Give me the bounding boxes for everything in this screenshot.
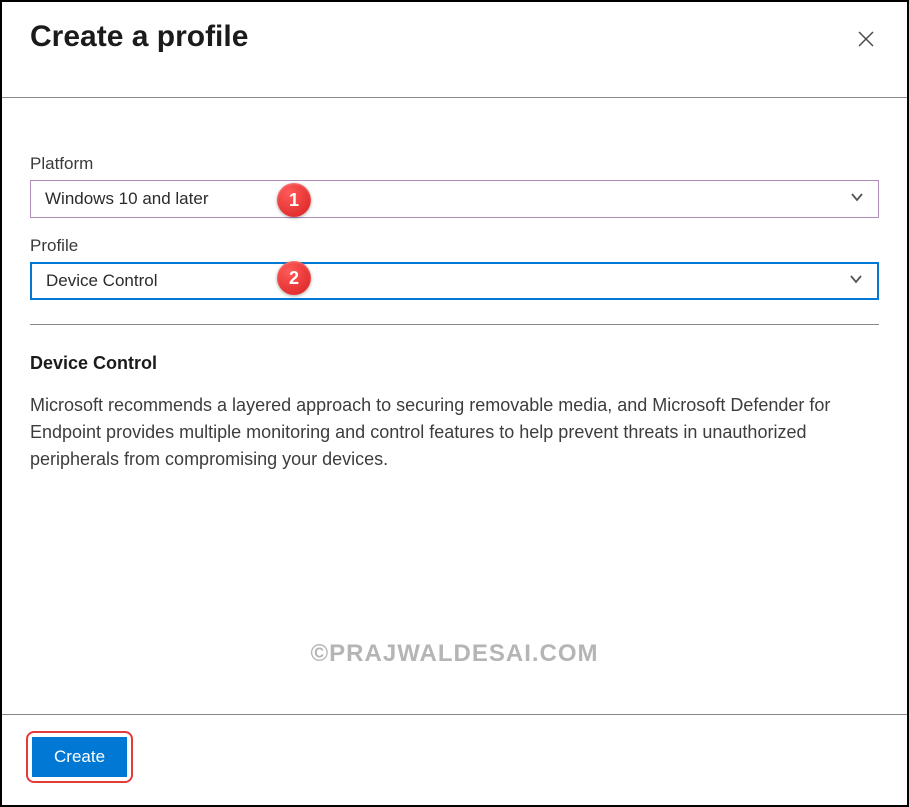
- create-button-highlight: Create: [26, 731, 133, 783]
- profile-value: Device Control: [46, 271, 158, 291]
- platform-value: Windows 10 and later: [45, 189, 208, 209]
- platform-select[interactable]: Windows 10 and later: [30, 180, 879, 218]
- annotation-badge-1: 1: [277, 183, 311, 217]
- create-button[interactable]: Create: [32, 737, 127, 777]
- platform-field: Platform Windows 10 and later: [30, 154, 879, 218]
- close-icon: [857, 30, 875, 48]
- platform-label: Platform: [30, 154, 879, 174]
- section-divider: [30, 324, 879, 325]
- section-title: Device Control: [30, 353, 879, 374]
- profile-select[interactable]: Device Control: [30, 262, 879, 300]
- panel-header: Create a profile: [2, 2, 907, 98]
- chevron-down-icon: [850, 189, 864, 209]
- profile-label: Profile: [30, 236, 879, 256]
- form-content: Platform Windows 10 and later Profile De…: [2, 98, 907, 473]
- page-title: Create a profile: [30, 20, 248, 54]
- annotation-badge-2: 2: [277, 261, 311, 295]
- panel-footer: Create: [2, 714, 907, 805]
- profile-field: Profile Device Control: [30, 236, 879, 300]
- watermark-text: ©PRAJWALDESAI.COM: [310, 640, 598, 668]
- close-button[interactable]: [853, 26, 879, 57]
- section-description: Microsoft recommends a layered approach …: [30, 392, 879, 473]
- chevron-down-icon: [849, 271, 863, 291]
- profile-description-section: Device Control Microsoft recommends a la…: [30, 353, 879, 473]
